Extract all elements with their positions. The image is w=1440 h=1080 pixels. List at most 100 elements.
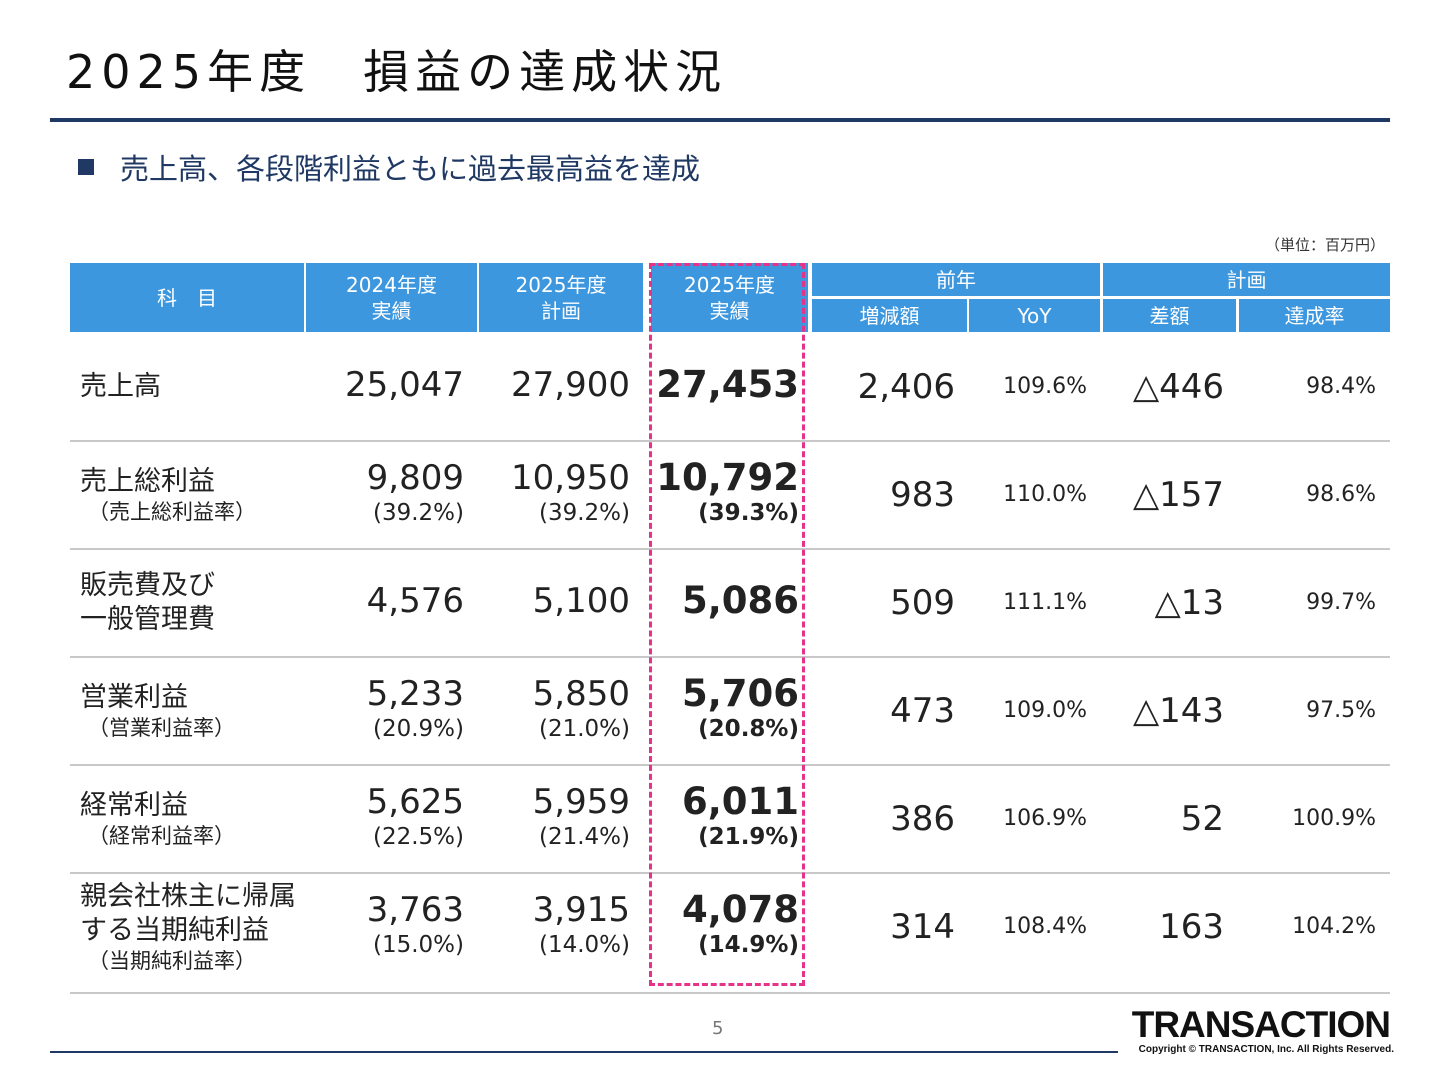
header-achievement-label: 達成率 xyxy=(1284,303,1345,328)
cell-actual-ratio: (20.8%) xyxy=(698,716,799,742)
header-plan-line1: 2025年度 xyxy=(515,272,607,297)
headline-text: 売上高、各段階利益ともに過去最高益を達成 xyxy=(120,152,701,186)
cell-plan: 5,100 xyxy=(533,581,630,621)
row-label-line: 一般管理費 xyxy=(80,604,215,635)
cell-plan-ratio: (21.4%) xyxy=(538,824,630,850)
cell-actual: 6,011 (21.9%) xyxy=(682,782,799,852)
cell-plan: 3,915 (14.0%) xyxy=(533,890,630,960)
cell-achievement: 100.9% xyxy=(1292,799,1376,839)
cell-change: 509 xyxy=(890,583,955,623)
cell-diff-value: △157 xyxy=(1132,475,1224,515)
cell-diff: 163 xyxy=(1159,907,1224,947)
cell-fy2024-ratio: (20.9%) xyxy=(372,716,464,742)
cell-fy2024-value: 4,576 xyxy=(366,581,464,621)
page-number: 5 xyxy=(712,1018,724,1039)
header-yoy-label: YoY xyxy=(1017,303,1052,328)
row-label-line: する当期純利益 xyxy=(80,915,269,946)
cell-yoy-value: 111.1% xyxy=(1003,590,1087,615)
row-separator xyxy=(70,656,1390,658)
row-label-ratio: （当期純利益率） xyxy=(88,949,256,973)
row-label-line: 親会社株主に帰属 xyxy=(80,881,296,912)
cell-fy2024-value: 5,625 xyxy=(366,782,464,822)
header-diff: 差額 xyxy=(1103,299,1236,332)
page-title: 2025年度 損益の達成状況 xyxy=(66,45,728,99)
cell-achievement: 99.7% xyxy=(1306,583,1376,623)
cell-plan: 5,959 (21.4%) xyxy=(533,782,630,852)
cell-yoy: 106.9% xyxy=(1003,799,1087,839)
row-separator xyxy=(70,992,1390,994)
cell-diff: △143 xyxy=(1133,691,1224,731)
cell-plan-value: 5,850 xyxy=(532,674,630,714)
copyright: Copyright © TRANSACTION, Inc. All Rights… xyxy=(1138,1044,1394,1055)
header-plan-line2: 計画 xyxy=(541,298,581,323)
cell-actual-value: 5,086 xyxy=(681,579,799,622)
header-fy2025-plan: 2025年度 計画 xyxy=(479,263,643,332)
cell-change: 473 xyxy=(890,691,955,731)
cell-change-value: 2,406 xyxy=(857,367,955,407)
cell-achievement: 98.4% xyxy=(1306,367,1376,407)
cell-fy2024-ratio: (22.5%) xyxy=(372,824,464,850)
header-subject: 科 目 xyxy=(70,263,304,332)
row-label-ratio: （経常利益率） xyxy=(88,824,235,848)
cell-actual-value: 10,792 xyxy=(656,456,799,499)
cell-actual-ratio: (14.9%) xyxy=(698,932,799,958)
row-label-ratio: （営業利益率） xyxy=(88,716,235,740)
cell-actual: 10,792 (39.3%) xyxy=(656,458,799,528)
cell-fy2024-ratio: (39.2%) xyxy=(372,500,464,526)
row-label: 経常利益 （経常利益率） xyxy=(80,789,235,849)
header-achievement: 達成率 xyxy=(1239,299,1390,332)
cell-yoy: 108.4% xyxy=(1003,907,1087,947)
cell-fy2024: 9,809 (39.2%) xyxy=(367,458,464,528)
cell-achievement-value: 100.9% xyxy=(1292,806,1376,831)
cell-fy2024-ratio: (15.0%) xyxy=(372,932,464,958)
row-separator xyxy=(70,440,1390,442)
header-yoy: YoY xyxy=(969,299,1100,332)
row-label-line: 営業利益 xyxy=(80,682,188,713)
header-fy2024-actual: 2024年度 実績 xyxy=(306,263,477,332)
unit-note: （単位：百万円） xyxy=(1264,236,1385,254)
header-diff-label: 差額 xyxy=(1149,303,1190,328)
cell-achievement-value: 98.6% xyxy=(1306,482,1376,507)
header-subject-label: 科 目 xyxy=(157,285,217,310)
cell-change: 386 xyxy=(890,799,955,839)
cell-yoy-value: 110.0% xyxy=(1003,482,1087,507)
cell-actual: 4,078 (14.9%) xyxy=(682,890,799,960)
cell-change-value: 314 xyxy=(890,907,955,947)
cell-actual-value: 27,453 xyxy=(656,363,799,406)
cell-actual-value: 6,011 xyxy=(681,780,799,823)
cell-actual-ratio: (21.9%) xyxy=(698,824,799,850)
cell-yoy: 109.0% xyxy=(1003,691,1087,731)
cell-diff: 52 xyxy=(1181,799,1224,839)
cell-yoy: 109.6% xyxy=(1003,367,1087,407)
cell-diff-value: △13 xyxy=(1154,583,1224,623)
cell-change-value: 473 xyxy=(890,691,955,731)
cell-diff-value: 163 xyxy=(1159,907,1224,947)
cell-fy2024-value: 25,047 xyxy=(345,365,464,405)
header-plan-group: 計画 xyxy=(1103,263,1390,296)
header-prev-year: 前年 xyxy=(812,263,1100,296)
cell-change-value: 983 xyxy=(890,475,955,515)
cell-yoy: 111.1% xyxy=(1003,583,1087,623)
cell-plan-value: 3,915 xyxy=(532,890,630,930)
cell-yoy: 110.0% xyxy=(1003,475,1087,515)
header-actual-line2: 実績 xyxy=(709,298,750,323)
header-change-label: 増減額 xyxy=(859,303,920,328)
cell-actual: 5,706 (20.8%) xyxy=(682,674,799,744)
cell-achievement-value: 98.4% xyxy=(1306,374,1376,399)
cell-plan-ratio: (21.0%) xyxy=(538,716,630,742)
cell-achievement-value: 97.5% xyxy=(1306,698,1376,723)
cell-actual-value: 4,078 xyxy=(681,888,799,931)
cell-achievement: 97.5% xyxy=(1306,691,1376,731)
cell-plan: 5,850 (21.0%) xyxy=(533,674,630,744)
cell-change: 314 xyxy=(890,907,955,947)
cell-fy2024-value: 3,763 xyxy=(366,890,464,930)
fy2025-actual-highlight xyxy=(649,263,805,986)
header-actual-line1: 2025年度 xyxy=(684,272,775,297)
cell-fy2024: 5,625 (22.5%) xyxy=(367,782,464,852)
cell-plan-value: 10,950 xyxy=(511,458,630,498)
cell-achievement-value: 99.7% xyxy=(1306,590,1376,615)
cell-plan: 27,900 xyxy=(511,365,630,405)
row-label: 売上高 xyxy=(80,370,161,404)
footer-rule xyxy=(50,1051,1118,1053)
cell-diff-value: △143 xyxy=(1132,691,1224,731)
